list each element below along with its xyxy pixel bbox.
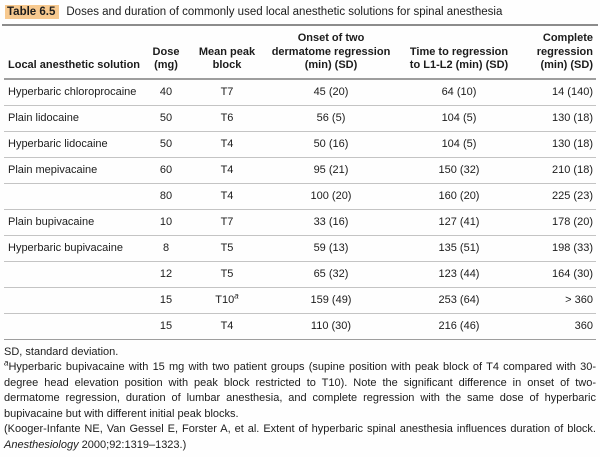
table-caption: Doses and duration of commonly used loca… — [66, 6, 503, 18]
cell-regression_l1l2: 127 (41) — [396, 209, 522, 236]
cell-regression_l1l2: 135 (51) — [396, 235, 522, 262]
cell-solution — [4, 261, 144, 288]
footnote-note: aHyperbaric bupivacaine with 15 mg with … — [4, 358, 596, 422]
footnote-citation: (Kooger-Infante NE, Van Gessel E, Forste… — [4, 422, 596, 453]
anesthetic-solutions-table: Local anesthetic solution Dose (mg) Mean pe… — [4, 26, 596, 340]
table-row: 15 T4 110 (30) 216 (46) 360 — [4, 313, 596, 340]
cell-dose: 50 — [144, 131, 188, 158]
table-row: 80 T4 100 (20) 160 (20) 225 (23) — [4, 183, 596, 210]
cell-complete: 210 (18) — [522, 157, 596, 184]
cell-solution — [4, 183, 144, 210]
citation-text: (Kooger-Infante NE, Van Gessel E, Forste… — [4, 423, 596, 435]
cell-regression_l1l2: 123 (44) — [396, 261, 522, 288]
cell-complete: 130 (18) — [522, 131, 596, 158]
cell-peak_block: T7 — [188, 209, 266, 236]
cell-complete: 360 — [522, 313, 596, 340]
cell-complete: 178 (20) — [522, 209, 596, 236]
cell-dose: 8 — [144, 235, 188, 262]
cell-onset: 110 (30) — [266, 313, 396, 340]
cell-onset: 100 (20) — [266, 183, 396, 210]
cell-regression_l1l2: 253 (64) — [396, 287, 522, 314]
cell-solution — [4, 313, 144, 340]
cell-regression_l1l2: 216 (46) — [396, 313, 522, 340]
cell-dose: 15 — [144, 313, 188, 340]
cell-peak_block: T10a — [188, 287, 266, 314]
cell-onset: 159 (49) — [266, 287, 396, 314]
cell-onset: 45 (20) — [266, 78, 396, 106]
cell-dose: 15 — [144, 287, 188, 314]
cell-peak_block: T4 — [188, 131, 266, 158]
cell-onset: 50 (16) — [266, 131, 396, 158]
cell-onset: 33 (16) — [266, 209, 396, 236]
cell-peak_block: T4 — [188, 183, 266, 210]
cell-onset: 56 (5) — [266, 105, 396, 132]
cell-peak_block: T6 — [188, 105, 266, 132]
cell-complete: 198 (33) — [522, 235, 596, 262]
cell-solution: Plain mepivacaine — [4, 157, 144, 184]
cell-solution: Hyperbaric lidocaine — [4, 131, 144, 158]
cell-regression_l1l2: 104 (5) — [396, 105, 522, 132]
cell-solution — [4, 287, 144, 314]
cell-regression_l1l2: 64 (10) — [396, 78, 522, 106]
cell-regression_l1l2: 104 (5) — [396, 131, 522, 158]
column-header-dose: Dose (mg) — [144, 26, 188, 80]
footnote-abbreviation: SD, standard deviation. — [4, 345, 119, 358]
cell-complete: 130 (18) — [522, 105, 596, 132]
cell-dose: 50 — [144, 105, 188, 132]
cell-onset: 65 (32) — [266, 261, 396, 288]
table-row: Plain mepivacaine 60 T4 95 (21) 150 (32) 210 … — [4, 157, 596, 184]
cell-peak_block: T5 — [188, 261, 266, 288]
table-number-label: Table 6.5 — [5, 5, 60, 19]
column-header-complete: Complete regression (min) (SD) — [522, 26, 596, 80]
footnotes: SD, standard deviation. aHyperbaric bupi… — [4, 345, 596, 454]
table-body: Hyperbaric chloroprocaine 40 T7 45 (20) 64 (… — [4, 78, 596, 340]
table-row: Plain bupivacaine 10 T7 33 (16) 127 (41) 178 … — [4, 209, 596, 236]
column-header-solution: Local anesthetic solution — [4, 26, 144, 80]
cell-complete: 164 (30) — [522, 261, 596, 288]
header-row: Local anesthetic solution Dose (mg) Mean pe… — [4, 26, 596, 80]
table-row: 15 T10a 159 (49) 253 (64) > 360 — [4, 287, 596, 314]
cell-regression_l1l2: 150 (32) — [396, 157, 522, 184]
cell-peak_block: T5 — [188, 235, 266, 262]
column-header-regression_l1l2: Time to regression to L1-L2 (min) (SD) — [396, 26, 522, 80]
footnote-marker: a — [4, 358, 9, 368]
cell-dose: 40 — [144, 78, 188, 106]
cell-complete: 14 (140) — [522, 78, 596, 106]
cell-dose: 60 — [144, 157, 188, 184]
table-title: Table 6.5 Doses and duration of commonly … — [0, 0, 600, 24]
table-row: Hyperbaric bupivacaine 8 T5 59 (13) 135 (51)… — [4, 235, 596, 262]
cell-solution: Plain bupivacaine — [4, 209, 144, 236]
table-header: Local anesthetic solution Dose (mg) Mean pe… — [4, 26, 596, 80]
table-row: 12 T5 65 (32) 123 (44) 164 (30) — [4, 261, 596, 288]
table-row: Hyperbaric lidocaine 50 T4 50 (16) 104 (5) 13… — [4, 131, 596, 158]
citation-journal: Anesthesiology — [4, 438, 79, 451]
table-row: Hyperbaric chloroprocaine 40 T7 45 (20) 64 (… — [4, 78, 596, 106]
cell-complete: 225 (23) — [522, 183, 596, 210]
cell-peak_block: T4 — [188, 157, 266, 184]
cell-dose: 10 — [144, 209, 188, 236]
table-row: Plain lidocaine 50 T6 56 (5) 104 (5) 130 (18) — [4, 105, 596, 132]
cell-solution: Hyperbaric bupivacaine — [4, 235, 144, 262]
cell-complete: > 360 — [522, 287, 596, 314]
footnote-note-text: Hyperbaric bupivacaine with 15 mg with t… — [4, 361, 596, 420]
citation-pages: 2000;92:1319–1323.) — [78, 438, 187, 451]
cell-onset: 95 (21) — [266, 157, 396, 184]
cell-regression_l1l2: 160 (20) — [396, 183, 522, 210]
cell-solution: Plain lidocaine — [4, 105, 144, 132]
cell-peak_block: T4 — [188, 313, 266, 340]
cell-dose: 80 — [144, 183, 188, 210]
cell-peak_block: T7 — [188, 78, 266, 106]
peak-block-footnote-marker: a — [234, 291, 239, 301]
title-divider — [2, 24, 598, 26]
cell-solution: Hyperbaric chloroprocaine — [4, 78, 144, 106]
column-header-peak_block: Mean peak block — [188, 26, 266, 80]
cell-dose: 12 — [144, 261, 188, 288]
column-header-onset: Onset of two dermatome regression (min) (S… — [266, 26, 396, 80]
cell-onset: 59 (13) — [266, 235, 396, 262]
